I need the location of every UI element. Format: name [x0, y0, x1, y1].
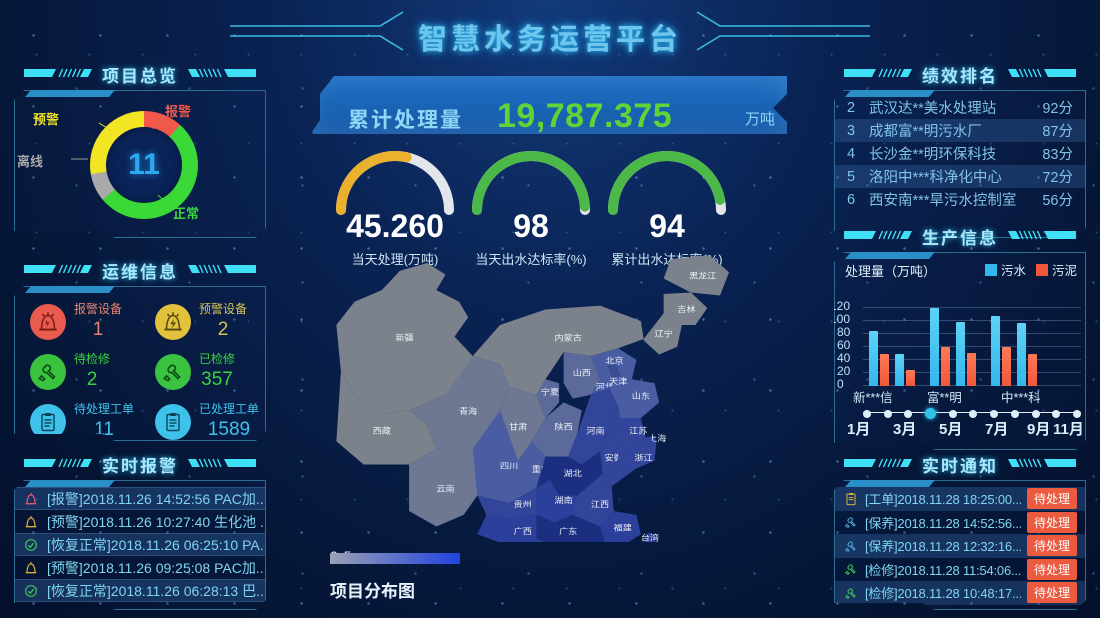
svg-text:台湾: 台湾 [641, 533, 660, 542]
svg-text:浙江: 浙江 [635, 453, 654, 462]
svg-text:山西: 山西 [573, 368, 591, 377]
svg-text:四川: 四川 [500, 461, 518, 470]
svg-text:内蒙古: 内蒙古 [555, 333, 582, 342]
svg-text:吉林: 吉林 [677, 304, 696, 313]
svg-text:江西: 江西 [591, 500, 609, 509]
svg-text:福建: 福建 [614, 523, 633, 532]
svg-text:江苏: 江苏 [629, 426, 648, 435]
svg-text:云南: 云南 [436, 484, 454, 493]
svg-text:宁夏: 宁夏 [541, 387, 560, 396]
svg-text:陕西: 陕西 [555, 422, 573, 431]
svg-text:广西: 广西 [514, 527, 532, 536]
svg-text:广东: 广东 [559, 527, 577, 536]
svg-text:青海: 青海 [459, 407, 478, 416]
svg-text:天津: 天津 [609, 377, 628, 386]
svg-text:西藏: 西藏 [373, 426, 392, 435]
svg-text:黑龙江: 黑龙江 [689, 271, 717, 280]
svg-text:甘肃: 甘肃 [509, 422, 527, 431]
svg-text:山东: 山东 [632, 391, 650, 400]
svg-text:湖南: 湖南 [555, 496, 573, 505]
svg-text:贵州: 贵州 [514, 500, 532, 509]
svg-text:湖北: 湖北 [564, 469, 583, 478]
svg-text:新疆: 新疆 [395, 333, 414, 342]
svg-text:河南: 河南 [586, 426, 604, 435]
svg-text:辽宁: 辽宁 [655, 329, 673, 338]
svg-text:北京: 北京 [605, 356, 623, 365]
